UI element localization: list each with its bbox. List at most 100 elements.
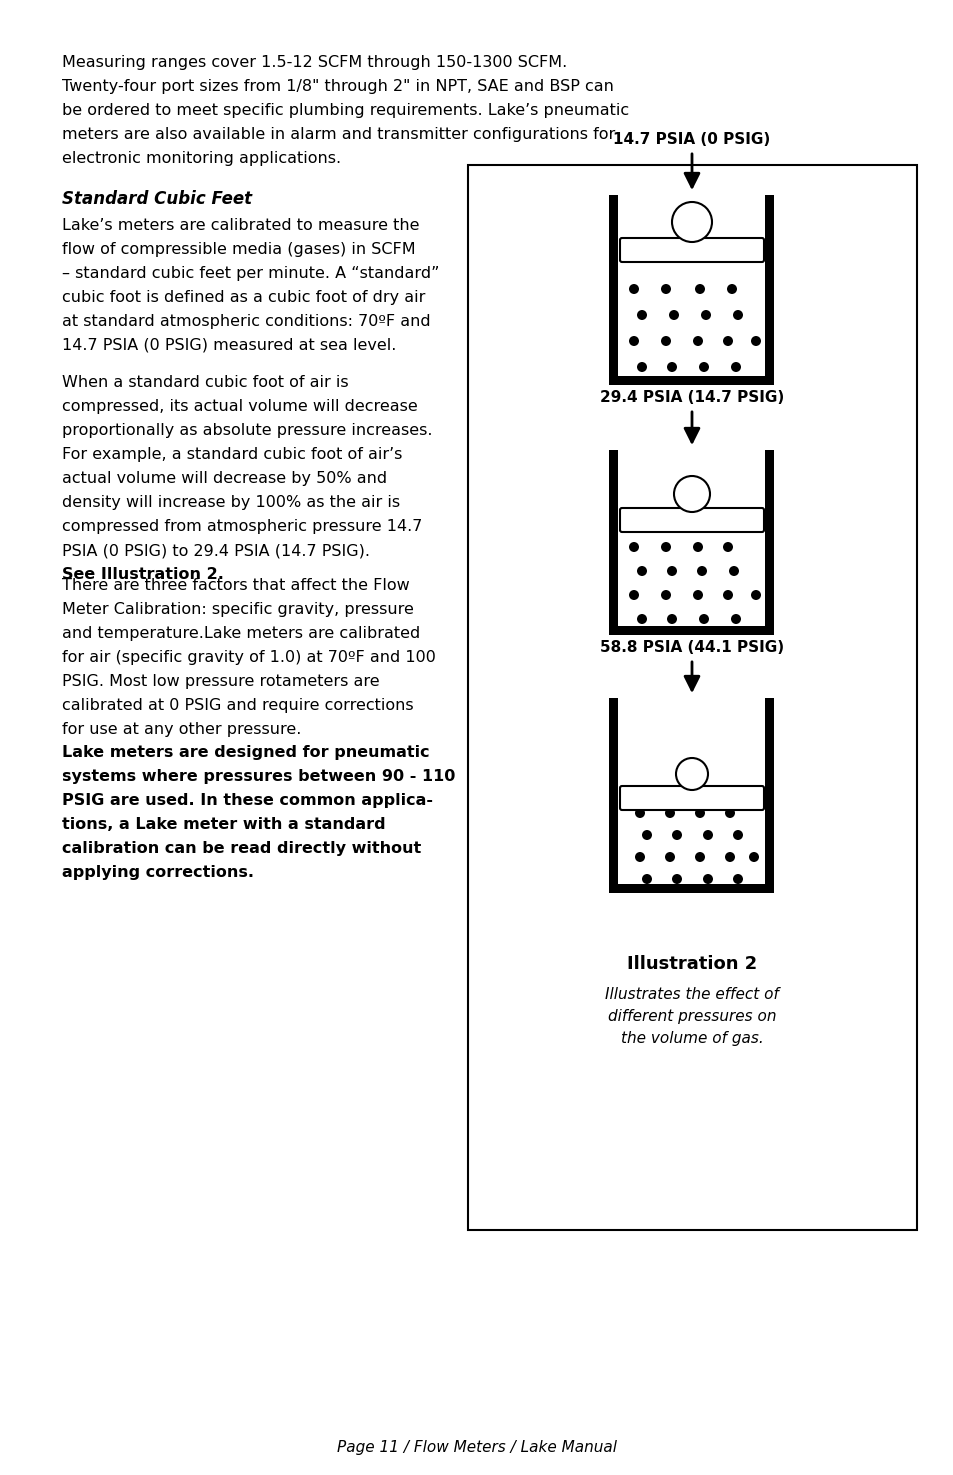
Circle shape	[692, 541, 702, 552]
Circle shape	[637, 310, 646, 320]
Text: Illustration 2: Illustration 2	[626, 954, 757, 974]
Circle shape	[676, 758, 707, 791]
Circle shape	[722, 336, 732, 347]
Circle shape	[692, 590, 702, 600]
Text: be ordered to meet specific plumbing requirements. Lake’s pneumatic: be ordered to meet specific plumbing req…	[62, 103, 628, 118]
Text: for air (specific gravity of 1.0) at 70ºF and 100: for air (specific gravity of 1.0) at 70º…	[62, 650, 436, 665]
Bar	[609, 698, 618, 892]
Circle shape	[702, 830, 712, 839]
Circle shape	[750, 590, 760, 600]
Circle shape	[664, 808, 675, 819]
Text: calibrated at 0 PSIG and require corrections: calibrated at 0 PSIG and require correct…	[62, 698, 414, 712]
Text: 58.8 PSIA (44.1 PSIG): 58.8 PSIA (44.1 PSIG)	[599, 640, 783, 655]
Text: applying corrections.: applying corrections.	[62, 864, 253, 881]
FancyBboxPatch shape	[619, 786, 763, 810]
Circle shape	[728, 566, 739, 577]
Circle shape	[722, 541, 732, 552]
Circle shape	[695, 285, 704, 294]
Text: compressed, its actual volume will decrease: compressed, its actual volume will decre…	[62, 400, 417, 414]
Text: at standard atmospheric conditions: 70ºF and: at standard atmospheric conditions: 70ºF…	[62, 314, 430, 329]
Circle shape	[732, 310, 742, 320]
Text: density will increase by 100% as the air is: density will increase by 100% as the air…	[62, 496, 399, 510]
Text: cubic foot is defined as a cubic foot of dry air: cubic foot is defined as a cubic foot of…	[62, 291, 425, 305]
Circle shape	[692, 336, 702, 347]
Text: Measuring ranges cover 1.5-12 SCFM through 150-1300 SCFM.: Measuring ranges cover 1.5-12 SCFM throu…	[62, 55, 567, 69]
Bar	[618, 195, 764, 376]
Circle shape	[637, 614, 646, 624]
Text: Twenty-four port sizes from 1/8" through 2" in NPT, SAE and BSP can: Twenty-four port sizes from 1/8" through…	[62, 80, 613, 94]
Text: systems where pressures between 90 - 110: systems where pressures between 90 - 110	[62, 768, 455, 785]
Text: PSIG are used. In these common applica-: PSIG are used. In these common applica-	[62, 794, 433, 808]
Circle shape	[641, 830, 651, 839]
Bar	[764, 698, 774, 892]
Circle shape	[666, 566, 677, 577]
Circle shape	[664, 853, 675, 861]
Bar	[609, 195, 618, 385]
Text: Lake meters are designed for pneumatic: Lake meters are designed for pneumatic	[62, 745, 429, 760]
Text: compressed from atmospheric pressure 14.7: compressed from atmospheric pressure 14.…	[62, 519, 422, 534]
Circle shape	[637, 566, 646, 577]
Text: and temperature.Lake meters are calibrated: and temperature.Lake meters are calibrat…	[62, 625, 420, 642]
Circle shape	[700, 310, 710, 320]
Text: tions, a Lake meter with a standard: tions, a Lake meter with a standard	[62, 817, 385, 832]
Circle shape	[660, 541, 670, 552]
Circle shape	[750, 336, 760, 347]
Text: – standard cubic feet per minute. A “standard”: – standard cubic feet per minute. A “sta…	[62, 266, 439, 282]
Text: the volume of gas.: the volume of gas.	[620, 1031, 762, 1046]
Bar	[609, 376, 774, 385]
Circle shape	[730, 361, 740, 372]
Text: When a standard cubic foot of air is: When a standard cubic foot of air is	[62, 375, 348, 389]
Text: 14.7 PSIA (0 PSIG): 14.7 PSIA (0 PSIG)	[613, 131, 770, 148]
Text: Meter Calibration: specific gravity, pressure: Meter Calibration: specific gravity, pre…	[62, 602, 414, 617]
Text: Page 11 / Flow Meters / Lake Manual: Page 11 / Flow Meters / Lake Manual	[336, 1440, 617, 1454]
Text: calibration can be read directly without: calibration can be read directly without	[62, 841, 421, 855]
Text: For example, a standard cubic foot of air’s: For example, a standard cubic foot of ai…	[62, 447, 402, 462]
Text: PSIA (0 PSIG) to 29.4 PSIA (14.7 PSIG).: PSIA (0 PSIG) to 29.4 PSIA (14.7 PSIG).	[62, 543, 370, 558]
Circle shape	[724, 808, 734, 819]
Text: for use at any other pressure.: for use at any other pressure.	[62, 721, 301, 738]
Circle shape	[671, 202, 711, 242]
Text: Illustrates the effect of: Illustrates the effect of	[604, 987, 778, 1002]
Text: 14.7 PSIA (0 PSIG) measured at sea level.: 14.7 PSIA (0 PSIG) measured at sea level…	[62, 338, 395, 353]
Bar	[764, 195, 774, 385]
Text: 29.4 PSIA (14.7 PSIG): 29.4 PSIA (14.7 PSIG)	[599, 389, 783, 406]
Circle shape	[671, 830, 681, 839]
Circle shape	[724, 853, 734, 861]
Circle shape	[695, 808, 704, 819]
Text: Lake’s meters are calibrated to measure the: Lake’s meters are calibrated to measure …	[62, 218, 419, 233]
Bar	[609, 450, 618, 636]
Circle shape	[732, 875, 742, 884]
Circle shape	[660, 285, 670, 294]
Circle shape	[748, 853, 759, 861]
Bar	[764, 450, 774, 636]
Circle shape	[628, 285, 639, 294]
Text: actual volume will decrease by 50% and: actual volume will decrease by 50% and	[62, 471, 387, 485]
Bar	[609, 625, 774, 636]
Circle shape	[637, 361, 646, 372]
Text: meters are also available in alarm and transmitter configurations for: meters are also available in alarm and t…	[62, 127, 615, 142]
Circle shape	[628, 336, 639, 347]
Circle shape	[695, 853, 704, 861]
Circle shape	[660, 336, 670, 347]
Text: electronic monitoring applications.: electronic monitoring applications.	[62, 150, 341, 167]
Circle shape	[697, 566, 706, 577]
Circle shape	[730, 614, 740, 624]
Circle shape	[671, 875, 681, 884]
Circle shape	[726, 285, 737, 294]
Bar	[618, 450, 764, 625]
FancyBboxPatch shape	[619, 507, 763, 532]
Bar	[609, 884, 774, 892]
Circle shape	[641, 875, 651, 884]
Circle shape	[699, 361, 708, 372]
Circle shape	[660, 590, 670, 600]
Text: See Illustration 2.: See Illustration 2.	[62, 566, 224, 583]
Text: proportionally as absolute pressure increases.: proportionally as absolute pressure incr…	[62, 423, 432, 438]
Circle shape	[699, 614, 708, 624]
Circle shape	[628, 590, 639, 600]
Circle shape	[673, 476, 709, 512]
Bar	[618, 698, 764, 884]
Text: PSIG. Most low pressure rotameters are: PSIG. Most low pressure rotameters are	[62, 674, 379, 689]
Text: Standard Cubic Feet: Standard Cubic Feet	[62, 190, 252, 208]
Circle shape	[666, 361, 677, 372]
Circle shape	[702, 875, 712, 884]
